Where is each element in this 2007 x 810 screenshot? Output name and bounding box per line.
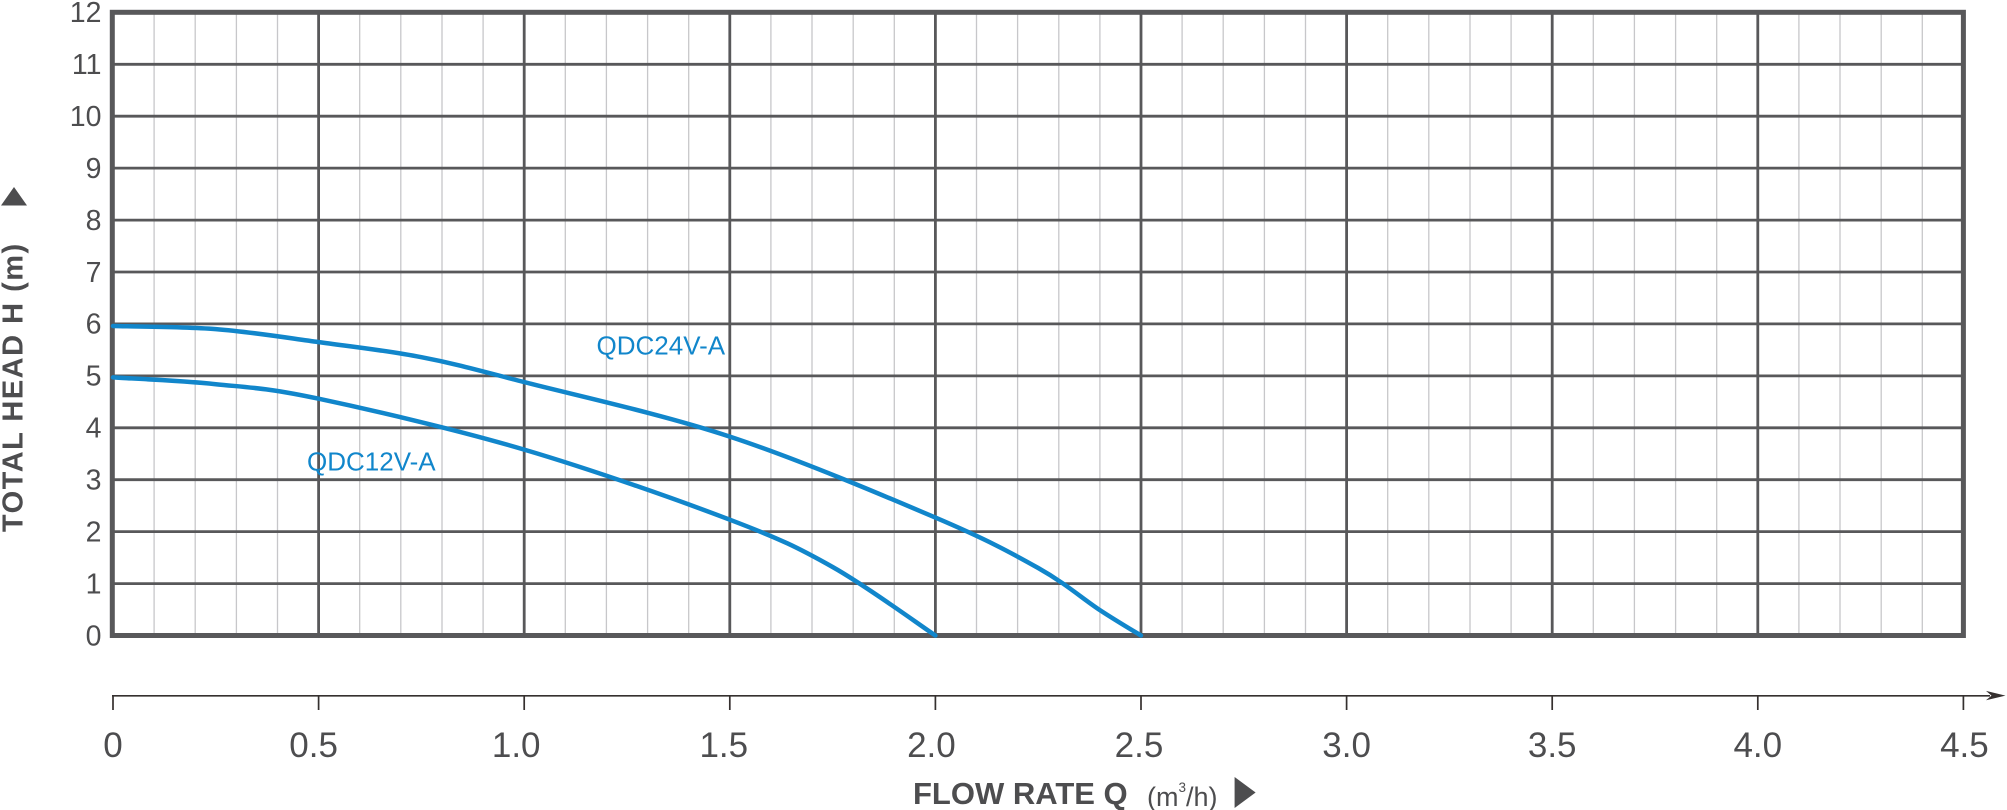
svg-text:1: 1: [86, 568, 102, 600]
svg-text:1.5: 1.5: [699, 726, 748, 765]
svg-text:3.0: 3.0: [1322, 726, 1371, 765]
svg-text:0.5: 0.5: [289, 726, 338, 765]
svg-text:FLOW RATE Q: FLOW RATE Q: [913, 776, 1128, 810]
svg-text:2: 2: [86, 516, 102, 548]
svg-text:2.0: 2.0: [907, 726, 956, 765]
svg-text:1.0: 1.0: [492, 726, 541, 765]
svg-text:4.5: 4.5: [1940, 726, 1989, 765]
svg-text:4.0: 4.0: [1733, 726, 1782, 765]
svg-text:9: 9: [86, 153, 102, 185]
svg-text:6: 6: [86, 309, 102, 341]
svg-text:12: 12: [70, 0, 102, 29]
svg-text:8: 8: [86, 205, 102, 237]
svg-text:7: 7: [86, 257, 102, 289]
svg-text:4: 4: [86, 413, 102, 445]
svg-text:QDC24V-A: QDC24V-A: [597, 330, 726, 360]
svg-text:QDC12V-A: QDC12V-A: [307, 446, 436, 476]
svg-text:10: 10: [70, 101, 102, 133]
svg-text:(m3/h): (m3/h): [1147, 780, 1218, 810]
svg-text:3.5: 3.5: [1528, 726, 1577, 765]
svg-text:11: 11: [72, 49, 102, 81]
svg-text:5: 5: [86, 361, 102, 393]
svg-text:2.5: 2.5: [1115, 726, 1164, 765]
svg-text:3: 3: [86, 465, 102, 497]
svg-text:0: 0: [86, 620, 102, 652]
svg-text:TOTAL HEAD H (m): TOTAL HEAD H (m): [0, 242, 29, 532]
svg-text:0: 0: [103, 726, 122, 765]
